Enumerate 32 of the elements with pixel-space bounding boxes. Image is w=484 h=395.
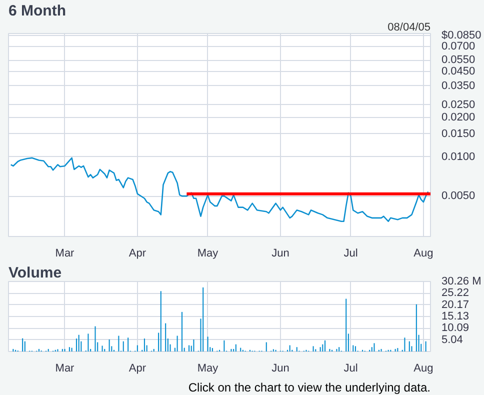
- text: Click on the chart to view the underlying data.: [188, 380, 431, 394]
- y-tick-label: 30.26 M: [442, 276, 482, 288]
- y-tick-label: 15.13: [442, 310, 470, 322]
- x-tick-label: Jul: [344, 248, 358, 260]
- y-tick-label: 0.0550: [442, 54, 476, 66]
- y-tick-label: $0.0850: [442, 29, 482, 42]
- x-tick-label: Jun: [272, 362, 290, 374]
- y-tick-label: 0.0450: [442, 66, 476, 78]
- y-tick-label: 10.09: [442, 322, 470, 334]
- x-tick-label: Apr: [128, 248, 146, 260]
- y-tick-label: 5.04: [442, 334, 463, 346]
- y-tick-label: 0.0200: [442, 111, 476, 124]
- y-tick-label: 0.0050: [442, 190, 476, 202]
- x-tick-label: Mar: [55, 362, 75, 374]
- y-tick-label: 0.0250: [442, 98, 476, 111]
- y-tick-label: 0.0100: [442, 150, 476, 163]
- x-tick-label: May: [197, 248, 219, 260]
- chart-title: 6 Month: [8, 2, 66, 20]
- y-tick-label: 0.0150: [442, 128, 476, 140]
- x-tick-label: Mar: [55, 248, 75, 260]
- x-tick-label: Jun: [272, 248, 290, 260]
- x-tick-label: May: [197, 362, 219, 374]
- y-tick-label: 20.17: [442, 298, 470, 311]
- x-tick-label: Apr: [128, 362, 146, 374]
- x-tick-label: Aug: [414, 362, 434, 374]
- y-tick-label: 25.22: [442, 287, 470, 300]
- x-tick-label: Aug: [414, 248, 434, 260]
- y-tick-label: 0.0700: [442, 40, 476, 52]
- chart-title: Volume: [8, 264, 62, 282]
- chart-subtitle: 08/04/05: [388, 22, 431, 34]
- y-tick-label: 0.0350: [442, 80, 476, 92]
- x-tick-label: Jul: [344, 362, 358, 374]
